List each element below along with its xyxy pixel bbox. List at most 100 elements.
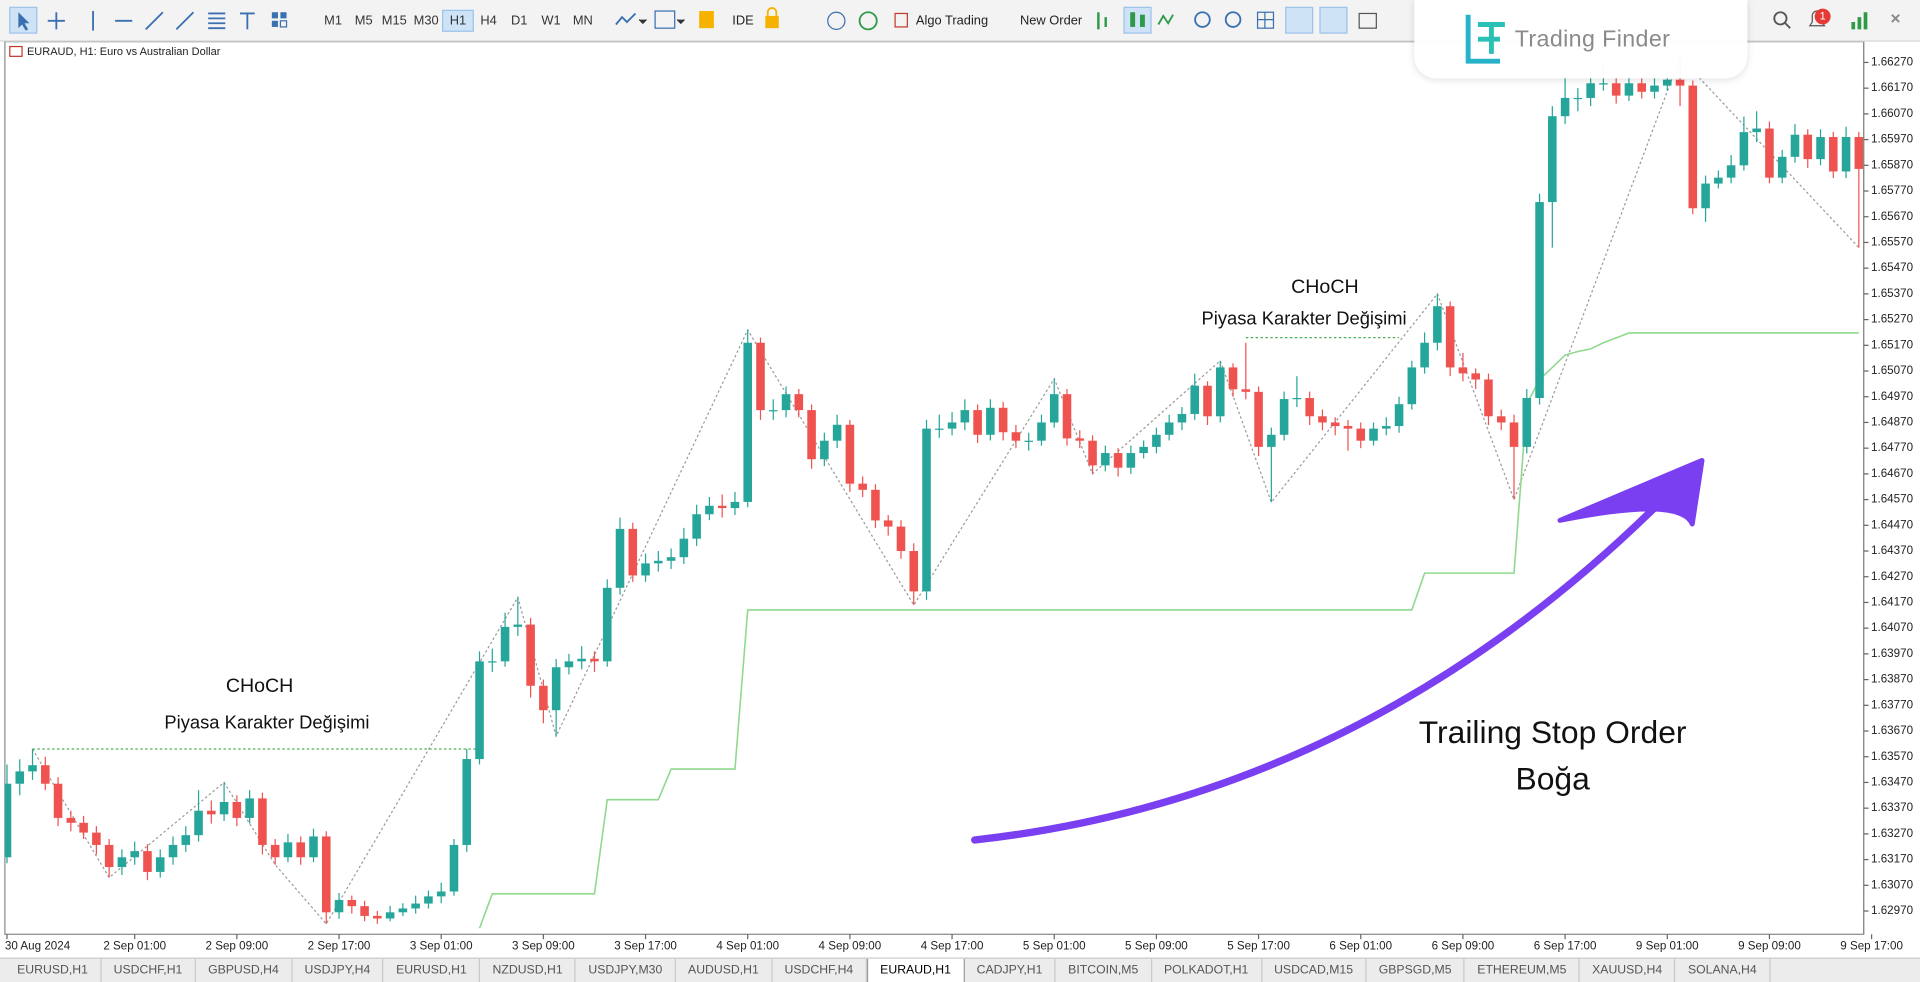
candle-body bbox=[270, 844, 280, 858]
candle-body bbox=[1113, 453, 1123, 468]
x-tick-label: 4 Sep 09:00 bbox=[819, 940, 882, 953]
candle-body bbox=[743, 342, 753, 502]
symbol-tab[interactable]: USDCHF,H4 bbox=[772, 958, 867, 982]
choch-title: CHoCH bbox=[1291, 276, 1358, 298]
symbol-tab[interactable]: NZDUSD,H1 bbox=[480, 958, 577, 982]
candle-body bbox=[935, 428, 944, 430]
symbol-tab[interactable]: EURUSD,H1 bbox=[5, 958, 102, 982]
candle-body bbox=[1139, 446, 1148, 454]
y-tick-label: 1.65270 bbox=[1871, 313, 1914, 326]
symbol-tab[interactable]: USDJPY,H4 bbox=[292, 958, 384, 982]
candle-body bbox=[1752, 128, 1761, 133]
candle-body bbox=[1726, 165, 1736, 178]
candle-body bbox=[513, 624, 523, 627]
candle-body bbox=[590, 658, 599, 662]
symbol-tab[interactable]: USDCHF,H1 bbox=[101, 958, 196, 982]
toolbar-icons-3 bbox=[1097, 6, 1377, 34]
x-tick-label: 5 Sep 17:00 bbox=[1227, 940, 1290, 953]
candle-body bbox=[1739, 132, 1749, 166]
timeframe[interactable]: H1 bbox=[442, 9, 474, 32]
symbol-tab[interactable]: ETHEREUM,M5 bbox=[1465, 958, 1580, 982]
x-tick-label: 3 Sep 01:00 bbox=[410, 940, 473, 953]
symbol-tab[interactable]: AUDUSD,H1 bbox=[676, 958, 773, 982]
symbol-tab[interactable]: SOLANA,H4 bbox=[1676, 958, 1771, 982]
candle-body bbox=[845, 424, 855, 484]
symbol-tab[interactable]: USDJPY,M30 bbox=[576, 958, 676, 982]
plot-area bbox=[4, 56, 1864, 929]
candle-body bbox=[117, 857, 127, 868]
candle-body bbox=[398, 908, 408, 913]
symbol-tab[interactable]: EURAUD,H1 bbox=[866, 958, 965, 982]
symbol-tab[interactable]: EURUSD,H1 bbox=[384, 958, 481, 982]
candle-body bbox=[500, 626, 510, 662]
y-tick-label: 1.64370 bbox=[1871, 544, 1914, 557]
candle-body bbox=[436, 891, 446, 897]
symbol-tab[interactable]: USDCAD,M15 bbox=[1262, 958, 1367, 982]
candle-body bbox=[986, 407, 995, 435]
x-tick-label: 5 Sep 09:00 bbox=[1125, 940, 1188, 953]
candle-body bbox=[1560, 97, 1570, 117]
symbol-tab[interactable]: GBPUSD,H4 bbox=[196, 958, 293, 982]
candle-body bbox=[283, 842, 293, 858]
algo-trading-button[interactable]: Algo Trading bbox=[915, 13, 989, 29]
y-tick-label: 1.65670 bbox=[1871, 210, 1914, 223]
symbol-tab[interactable]: XAUUSD,H4 bbox=[1580, 958, 1676, 982]
candle-body bbox=[615, 528, 625, 588]
candle-body bbox=[1484, 379, 1493, 417]
timeframe[interactable]: D1 bbox=[510, 13, 528, 29]
drawing-tools[interactable] bbox=[92, 11, 255, 31]
candle-body bbox=[998, 407, 1008, 433]
y-tick-label: 1.65070 bbox=[1871, 364, 1914, 377]
choch-title: CHoCH bbox=[226, 675, 293, 697]
candle-body bbox=[539, 685, 548, 711]
symbol-tab[interactable]: POLKADOT,H1 bbox=[1152, 958, 1262, 982]
candle-body bbox=[360, 906, 369, 916]
candle-body bbox=[1088, 440, 1097, 466]
candle-body bbox=[960, 410, 970, 423]
timeframe[interactable]: H4 bbox=[480, 13, 497, 29]
symbol-tab[interactable]: BITCOIN,M5 bbox=[1056, 958, 1152, 982]
candle-body bbox=[717, 505, 727, 509]
candle-body bbox=[1241, 389, 1251, 392]
candle-body bbox=[871, 489, 880, 521]
candle-body bbox=[1152, 434, 1161, 447]
symbol-tab[interactable]: GBPSGD,M5 bbox=[1366, 958, 1466, 982]
candle-body bbox=[1496, 416, 1506, 423]
y-tick-label: 1.63570 bbox=[1871, 750, 1914, 763]
candle-body bbox=[1101, 453, 1110, 466]
new-order-button[interactable]: New Order bbox=[1020, 13, 1083, 29]
ide-button[interactable]: IDE bbox=[732, 13, 754, 29]
candle-body bbox=[1841, 137, 1851, 172]
candle-body bbox=[1599, 83, 1608, 85]
timeframe[interactable]: MN bbox=[572, 13, 593, 29]
candle-body bbox=[28, 765, 37, 772]
candle-body bbox=[475, 661, 484, 760]
timeframe[interactable]: M30 bbox=[413, 13, 439, 29]
x-tick-label: 6 Sep 17:00 bbox=[1534, 940, 1597, 953]
timeframe[interactable]: W1 bbox=[541, 13, 561, 29]
candle-body bbox=[1305, 398, 1314, 417]
candle-body bbox=[1037, 422, 1046, 441]
timeframe[interactable]: M5 bbox=[354, 13, 373, 29]
timeframe[interactable]: M15 bbox=[381, 13, 407, 29]
x-tick-label: 9 Sep 09:00 bbox=[1738, 940, 1801, 953]
candle-body bbox=[1433, 306, 1442, 343]
candle-body bbox=[1445, 306, 1455, 368]
x-tick-label: 4 Sep 01:00 bbox=[716, 940, 779, 953]
candle-body bbox=[373, 915, 382, 919]
symbol-tab[interactable]: CADJPY,H1 bbox=[964, 958, 1056, 982]
candle-body bbox=[768, 410, 778, 412]
candle-body bbox=[820, 440, 829, 460]
candle-body bbox=[973, 410, 982, 435]
timeframe[interactable]: M1 bbox=[324, 13, 342, 29]
y-tick-label: 1.63070 bbox=[1871, 878, 1914, 891]
crosshair-icon[interactable] bbox=[47, 12, 65, 30]
y-tick-label: 1.64470 bbox=[1871, 518, 1914, 531]
y-tick-label: 1.65170 bbox=[1871, 338, 1914, 351]
candle-body bbox=[577, 658, 586, 662]
candle-body bbox=[1573, 97, 1583, 100]
candle-body bbox=[1356, 428, 1366, 441]
y-tick-label: 1.64270 bbox=[1871, 570, 1914, 583]
